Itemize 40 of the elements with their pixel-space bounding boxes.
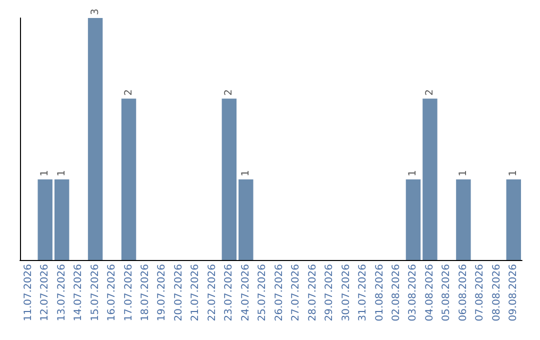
x-tick-label: 11.07.2026 [22,264,34,322]
x-tick-label: 18.07.2026 [140,264,151,322]
x-tick-label: 02.08.2026 [391,264,402,322]
x-tick-label: 23.07.2026 [224,264,235,322]
data-label: 2 [224,89,235,96]
x-tick-label: 20.07.2026 [173,264,184,322]
x-tick-label: 06.08.2026 [458,264,469,322]
x-tick-label: 15.07.2026 [90,264,101,322]
x-tick-label: 28.07.2026 [307,264,318,322]
x-tick-label: 16.07.2026 [106,264,118,322]
data-label: 1 [40,170,51,176]
data-label: 3 [90,8,101,15]
x-tick-label: 12.07.2026 [40,264,51,322]
data-label: 2 [123,89,134,96]
x-tick-label: 31.07.2026 [358,264,369,322]
data-label: 2 [424,89,436,96]
x-tick-label: 27.07.2026 [290,264,302,322]
x-tick-label: 30.07.2026 [340,264,352,322]
x-tick-label: 26.07.2026 [274,264,285,322]
x-tick-label: 01.08.2026 [374,264,386,322]
x-tick-label: 22.07.2026 [206,264,218,322]
x-tick-label: 04.08.2026 [424,264,436,322]
x-tick-label: 05.08.2026 [441,264,452,322]
x-tick-label: 19.07.2026 [156,264,168,322]
x-tick-label: 07.08.2026 [474,264,486,322]
data-label: 1 [56,170,68,176]
x-tick-label: 03.08.2026 [408,264,419,322]
x-tick-label: 25.07.2026 [257,264,268,322]
x-tick-label: 29.07.2026 [324,264,336,322]
data-label: 1 [458,170,469,176]
data-label: 1 [240,170,252,176]
x-tick-label: 17.07.2026 [123,264,134,322]
data-label: 1 [508,170,520,176]
x-tick-label: 21.07.2026 [190,264,202,322]
x-tick-label: 24.07.2026 [240,264,252,322]
x-tick-label: 14.07.2026 [73,264,84,322]
x-tick-label: 13.07.2026 [56,264,68,322]
data-label: 1 [408,170,419,176]
x-tick-label: 08.08.2026 [491,264,502,322]
x-tick-label: 09.08.2026 [508,264,520,322]
